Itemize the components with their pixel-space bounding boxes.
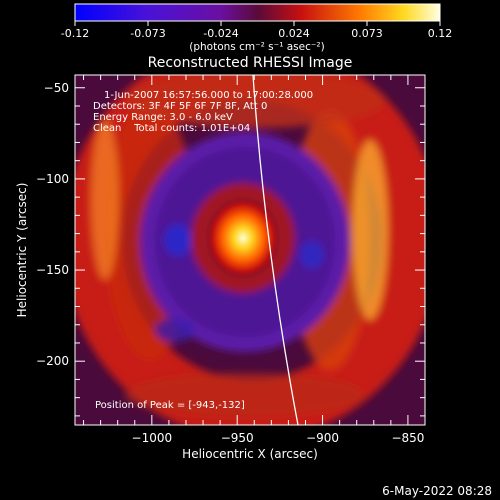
info-line-time: 1-Jun-2007 16:57:56.000 to 17:00:28.000 (104, 90, 313, 101)
x-tick-label: −850 (391, 431, 424, 445)
image-area (75, 75, 425, 425)
colorbar-gradient (74, 3, 441, 22)
colorbar-tick-label: -0.024 (203, 27, 238, 40)
info-annotation: 1-Jun-2007 16:57:56.000 to 17:00:28.000 … (93, 90, 313, 134)
x-axis-label: Heliocentric X (arcsec) (182, 447, 318, 461)
peak-position-label: Position of Peak = [-943,-132] (95, 400, 245, 411)
colorbar-tick-label: 0.12 (428, 27, 453, 40)
info-line-energy: Energy Range: 3.0 - 6.0 keV (93, 112, 233, 123)
axis-ticks: −1000 −950 −900 −850 −50 −100 −150 −200 (36, 75, 426, 445)
colorbar-tick-label: 0.024 (278, 27, 310, 40)
colorbar: -0.12 -0.073 -0.024 0.024 0.073 0.12 (photons… (61, 3, 452, 53)
info-line-detectors: Detectors: 3F 4F 5F 6F 7F 8F, Att 0 (93, 101, 267, 112)
plot-title: Reconstructed RHESSI Image (148, 55, 353, 71)
colorbar-tick-label: 0.073 (351, 27, 383, 40)
y-tick-label: −50 (44, 81, 69, 95)
y-axis-label: Heliocentric Y (arcsec) (15, 183, 29, 318)
colorbar-units: (photons cm⁻² s⁻¹ asec⁻²) (189, 41, 324, 53)
x-tick-label: −1000 (132, 431, 173, 445)
colorbar-tick-label: -0.12 (61, 27, 89, 40)
peak-source (205, 196, 281, 280)
footer-timestamp: 6-May-2022 08:28 (382, 484, 492, 498)
colorbar-tick-label: -0.073 (130, 27, 165, 40)
plot-frame (74, 74, 426, 426)
x-tick-label: −900 (306, 431, 339, 445)
solar-limb (252, 75, 299, 425)
y-tick-label: −150 (36, 263, 69, 277)
y-tick-label: −200 (36, 354, 69, 368)
x-tick-label: −950 (221, 431, 254, 445)
colorbar-ticks: -0.12 -0.073 -0.024 0.024 0.073 0.12 (61, 21, 452, 40)
y-tick-label: −100 (36, 172, 69, 186)
info-line-clean: Clean Total counts: 1.01E+04 (93, 123, 250, 134)
